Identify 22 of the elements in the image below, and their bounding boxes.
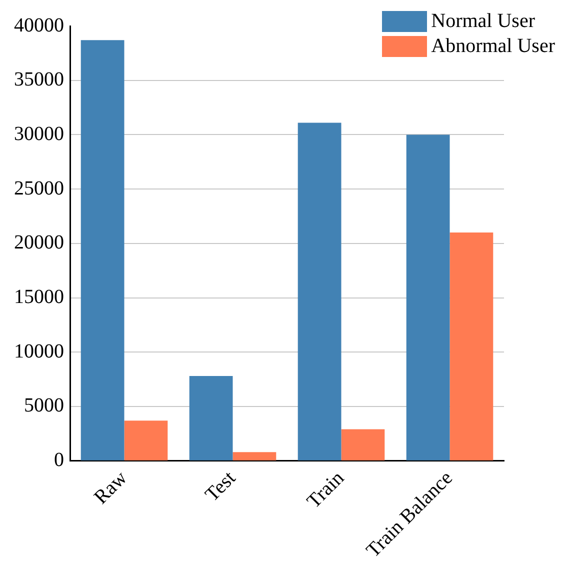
y-tick-label: 10000 xyxy=(14,340,64,362)
bar xyxy=(189,376,233,460)
x-tick-label: Train xyxy=(302,467,348,513)
y-tick-label: 15000 xyxy=(14,286,64,308)
y-tick-label: 35000 xyxy=(14,68,64,91)
y-tick-label: 5000 xyxy=(24,394,64,417)
x-tick-label: Test xyxy=(201,466,240,506)
bar xyxy=(406,134,450,460)
bar xyxy=(80,40,124,460)
bar xyxy=(124,420,168,460)
y-tick-label: 40000 xyxy=(14,14,64,36)
bar xyxy=(450,232,494,460)
legend-label: Abnormal User xyxy=(431,35,555,58)
y-tick-label: 25000 xyxy=(14,177,64,200)
y-tick-label: 30000 xyxy=(14,122,64,145)
x-tick-label: Raw xyxy=(90,466,132,508)
y-tick-label: 0 xyxy=(54,449,64,472)
bar xyxy=(298,122,342,460)
legend-label: Normal User xyxy=(431,10,535,33)
y-tick-label: 20000 xyxy=(14,232,64,254)
bar xyxy=(341,429,385,460)
bar xyxy=(232,452,276,460)
